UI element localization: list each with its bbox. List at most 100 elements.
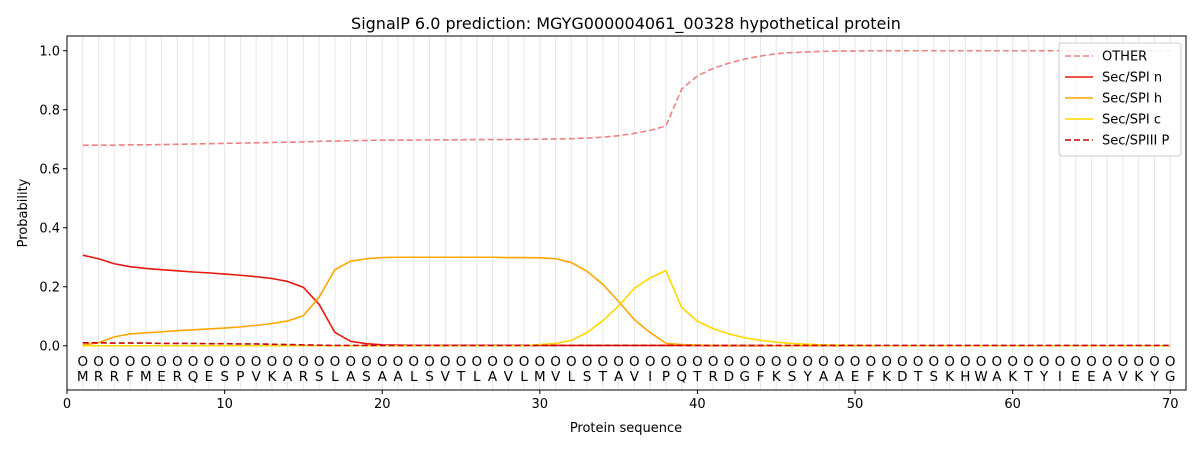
residue-label: A <box>835 369 845 385</box>
region-marker: O <box>1086 354 1097 370</box>
region-marker: O <box>992 354 1003 370</box>
residue-label: D <box>897 369 907 385</box>
residue-label: A <box>283 369 293 385</box>
region-marker: O <box>550 354 561 370</box>
region-marker: O <box>1007 354 1018 370</box>
y-tick-label: 0.8 <box>39 103 60 118</box>
residue-label: A <box>819 369 829 385</box>
region-marker: O <box>1165 354 1176 370</box>
sequence-gridlines <box>82 36 1171 390</box>
residue-label: K <box>1134 369 1144 385</box>
region-marker: O <box>330 354 341 370</box>
region-marker: O <box>172 354 183 370</box>
residue-label: M <box>140 369 152 385</box>
residue-label: A <box>378 369 388 385</box>
region-marker: O <box>298 354 309 370</box>
region-marker: O <box>629 354 640 370</box>
region-marker: O <box>582 354 593 370</box>
region-marker: O <box>944 354 955 370</box>
x-tick-label: 40 <box>689 397 706 412</box>
residue-label: V <box>551 369 561 385</box>
residue-label: P <box>236 369 244 385</box>
region-marker: O <box>140 354 151 370</box>
region-marker: O <box>802 354 813 370</box>
residue-label: D <box>724 369 734 385</box>
residue-label: E <box>205 369 214 385</box>
x-axis-label: Protein sequence <box>570 421 682 436</box>
residue-label: S <box>220 369 229 385</box>
region-marker: O <box>913 354 924 370</box>
region-marker: O <box>929 354 940 370</box>
residue-label: F <box>867 369 875 385</box>
residue-label: M <box>534 369 546 385</box>
region-marker: O <box>267 354 278 370</box>
residue-label: R <box>299 369 308 385</box>
region-marker: O <box>1149 354 1160 370</box>
residue-label: F <box>757 369 765 385</box>
residue-label: A <box>1103 369 1113 385</box>
series-line-sec-spi-n <box>82 254 1171 347</box>
series-line-sec-spiii-p <box>82 341 1171 347</box>
residue-label: Y <box>1039 369 1049 385</box>
residue-label: E <box>1071 369 1080 385</box>
x-tick-label: 50 <box>847 397 864 412</box>
region-marker: O <box>204 354 215 370</box>
region-marker: O <box>850 354 861 370</box>
series-lines <box>82 49 1171 347</box>
legend-label: OTHER <box>1102 50 1147 65</box>
residue-label: L <box>331 369 339 385</box>
legend: OTHER Sec/SPI n Sec/SPI h Sec/SPI c Sec/SPII… <box>1058 42 1182 157</box>
residue-label: L <box>473 369 481 385</box>
region-marker: O <box>1055 354 1066 370</box>
region-marker: O <box>661 354 672 370</box>
region-marker: O <box>503 354 514 370</box>
region-marker: O <box>408 354 419 370</box>
residue-label: H <box>960 369 970 385</box>
residue-label: A <box>346 369 356 385</box>
residue-label: K <box>1008 369 1018 385</box>
region-marker: O <box>976 354 987 370</box>
region-marker: O <box>377 354 388 370</box>
residue-label: S <box>930 369 939 385</box>
residue-label: K <box>772 369 782 385</box>
chart-title: SignalP 6.0 prediction: MGYG000004061_00… <box>351 14 901 34</box>
x-tick-label: 0 <box>63 397 71 412</box>
region-marker: O <box>109 354 120 370</box>
region-marker: O <box>834 354 845 370</box>
region-marker: O <box>881 354 892 370</box>
residue-label: M <box>77 369 89 385</box>
residue-label: E <box>851 369 860 385</box>
region-marker: O <box>787 354 798 370</box>
residue-label: S <box>362 369 371 385</box>
series-line-sec-spi-c <box>82 269 1171 347</box>
region-marker: O <box>487 354 498 370</box>
region-marker: O <box>676 354 687 370</box>
region-marker: O <box>235 354 246 370</box>
residue-label: R <box>708 369 717 385</box>
legend-label: Sec/SPIII P <box>1102 134 1170 149</box>
series-line-other <box>82 49 1171 146</box>
residue-label: V <box>252 369 262 385</box>
region-marker: O <box>1102 354 1113 370</box>
residue-label: A <box>393 369 403 385</box>
legend-label: Sec/SPI n <box>1102 71 1162 86</box>
series-line-sec-spi-h <box>82 256 1171 347</box>
residue-label: F <box>126 369 134 385</box>
region-marker: O <box>692 354 703 370</box>
residue-label: T <box>1023 369 1033 385</box>
residue-label: V <box>1118 369 1128 385</box>
region-marker: O <box>156 354 167 370</box>
y-tick-label: 0.4 <box>39 221 60 236</box>
x-tick-label: 60 <box>1004 397 1021 412</box>
residue-label: G <box>739 369 749 385</box>
region-marker: O <box>188 354 199 370</box>
sequence-labels: OMOROROFOMOEOROQOEOSOPOVOKOAOROSOLOAOSOA… <box>77 354 1176 385</box>
region-marker: O <box>125 354 136 370</box>
region-marker: O <box>1133 354 1144 370</box>
region-marker: O <box>393 354 404 370</box>
region-marker: O <box>519 354 530 370</box>
legend-label: Sec/SPI c <box>1102 113 1161 128</box>
region-marker: O <box>456 354 467 370</box>
residue-label: V <box>441 369 451 385</box>
